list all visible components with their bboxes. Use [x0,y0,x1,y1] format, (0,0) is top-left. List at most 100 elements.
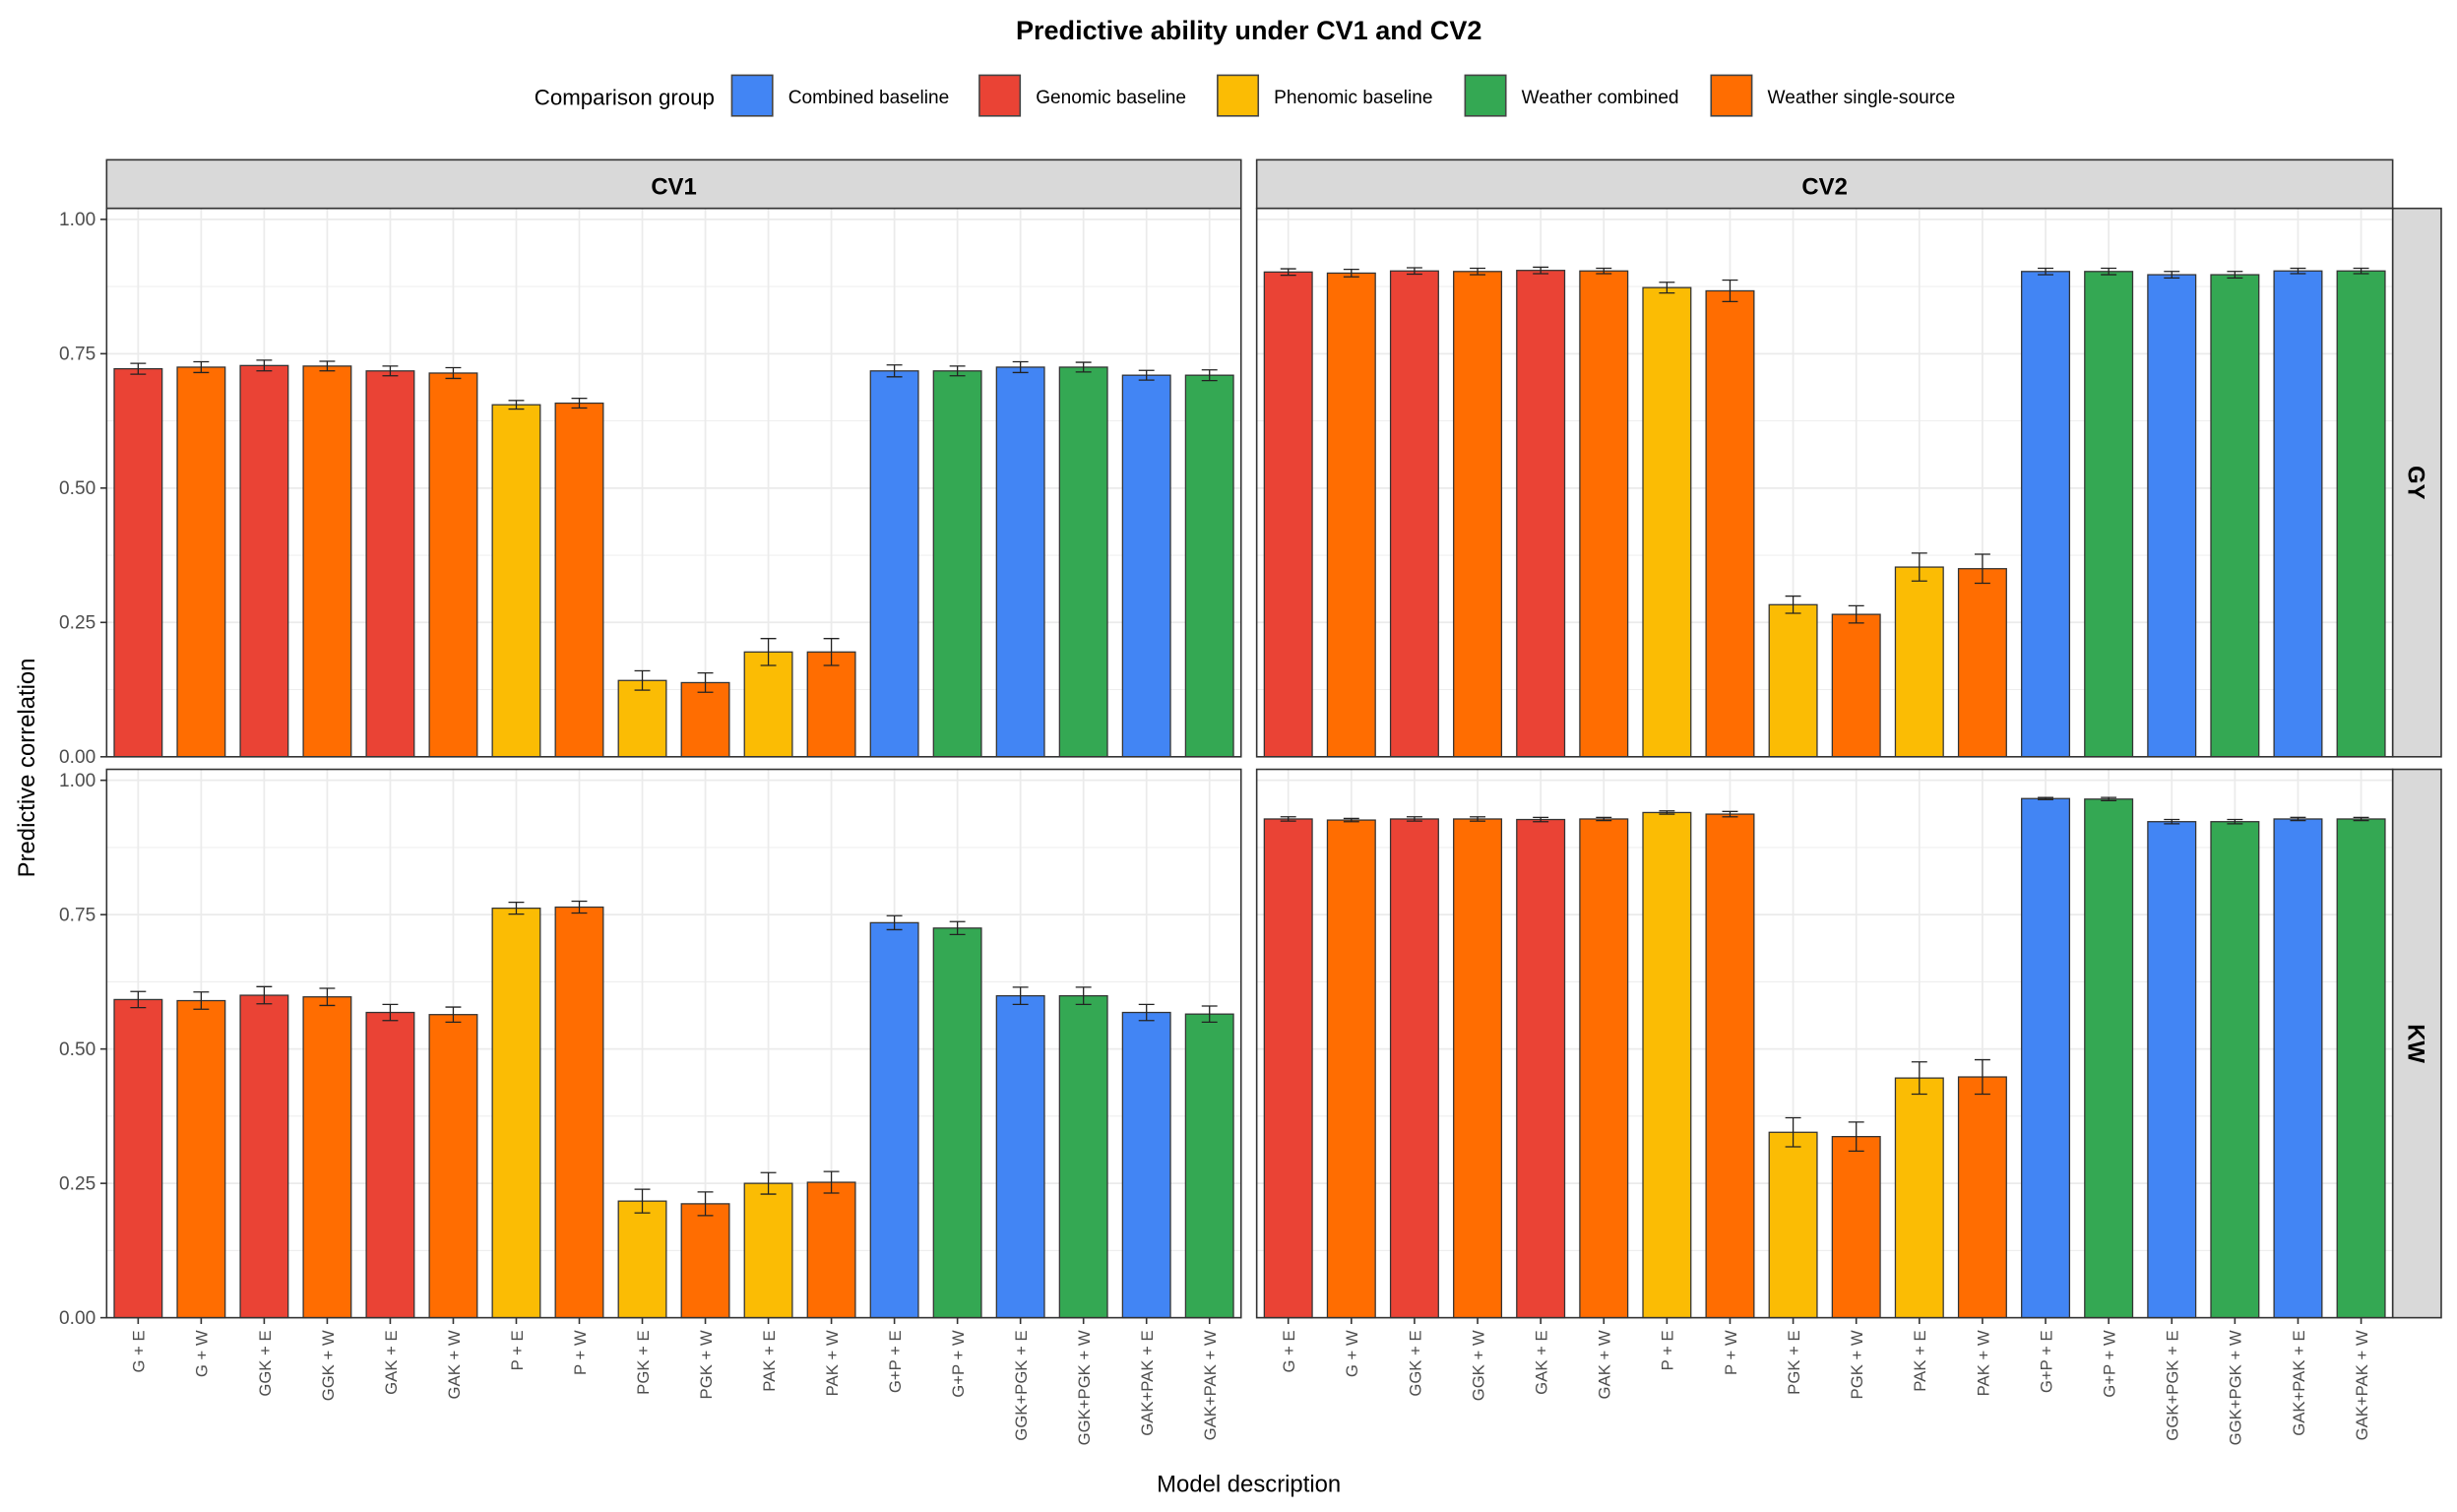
panel-border [105,207,1242,758]
panel-background [1256,208,2393,757]
bar [1768,603,1818,758]
bar [2147,274,2197,758]
bar [1642,811,1692,1319]
x-tick-label: GGK + E [1406,1330,1424,1396]
x-tick-label: GGK + W [319,1330,338,1401]
legend-label: Phenomic baseline [1274,88,1432,108]
legend-label: Combined baseline [788,88,949,108]
legend-title: Comparison group [535,86,715,110]
y-tick-label: 0.00 [59,747,95,768]
bar [1121,1011,1171,1319]
panel-GY-CV2 [1255,207,2394,758]
panel-border [1255,768,2394,1319]
chart-title: Predictive ability under CV1 and CV2 [1016,16,1481,45]
x-tick-label: GAK + E [1533,1330,1551,1394]
y-tick-label: 0.50 [59,1040,95,1060]
bar [2273,818,2323,1319]
row-strip-label: KW [2403,1024,2429,1063]
y-axis-label: Predictive correlation [14,659,40,878]
legend-swatch [978,74,1022,117]
x-tick-label: G + W [1343,1330,1361,1377]
x-tick-label: GGK + W [1469,1330,1487,1401]
bar [1831,1136,1881,1319]
bar [365,1011,415,1319]
bar [491,907,541,1319]
bar [1642,286,1692,758]
bar [302,996,352,1319]
bar [1184,374,1234,758]
bar [1453,818,1503,1319]
legend-label: Weather combined [1522,88,1679,108]
bar [2084,798,2134,1319]
x-tick-label: P + W [571,1330,590,1375]
row-strip [2391,207,2442,758]
bar [1516,270,1566,758]
x-tick-label: GAK+PAK + W [2353,1330,2371,1440]
bar [2021,797,2071,1319]
x-tick-label: GAK + W [445,1330,464,1399]
x-tick-label: PGK + E [634,1330,653,1394]
bar [680,681,730,758]
bar [932,370,982,758]
bar [1453,271,1503,758]
y-tick-label: 1.00 [59,210,95,230]
x-tick-label: PGK + E [1785,1330,1803,1394]
legend: Comparison group Combined baseline Genomi… [535,74,1956,117]
y-tick-label: 0.25 [59,1174,95,1195]
column-strip [1255,158,2394,210]
bar [1831,613,1881,758]
x-tick-label: GGK+PGK + E [2164,1330,2182,1440]
y-tick-label: 0.75 [59,906,95,926]
bar [1326,272,1376,758]
bar [932,927,982,1319]
bar [1263,271,1313,758]
panel-background [106,208,1241,757]
bar [176,366,226,758]
bar [1894,1077,1944,1319]
x-tick-label: PAK + W [823,1330,842,1396]
bar [113,998,163,1319]
x-tick-label: GAK+PAK + E [1138,1330,1157,1435]
bar [995,366,1045,758]
bar [617,1200,667,1319]
x-tick-label: GGK+PGK + W [1075,1330,1094,1445]
bar [1058,994,1108,1319]
legend-swatch [730,74,774,117]
bar [806,1181,856,1319]
column-strip-label: CV1 [651,173,696,200]
bar [239,994,289,1319]
bar [806,651,856,758]
column-strip-label: CV2 [1801,173,1847,200]
bar [2084,271,2134,758]
legend-swatch [1464,74,1507,117]
bar [1121,374,1171,758]
legend-label: Weather single-source [1768,88,1956,108]
bar [2273,270,2323,758]
bar [554,402,604,758]
bar [1957,568,2007,758]
panel-GY-CV1: 0.00 0.25 0.50 0.75 1.00 [59,207,1242,768]
panel-background [106,769,1241,1318]
panel-background [1256,769,2393,1318]
bar [1705,813,1755,1319]
bar [617,679,667,758]
x-tick-label: G + E [1280,1330,1298,1372]
row-strip-label: GY [2403,466,2429,500]
legend-label: Genomic baseline [1036,88,1186,108]
bar [743,1182,793,1319]
bar [302,365,352,758]
bar [1957,1076,2007,1319]
bar [995,994,1045,1319]
panel-border [105,768,1242,1319]
bar [176,999,226,1319]
y-tick-label: 0.00 [59,1308,95,1329]
bar [1263,818,1313,1319]
bar [2336,818,2386,1319]
x-tick-label: PAK + E [1911,1330,1929,1391]
bar [1705,289,1755,758]
x-tick-label: P + E [508,1330,527,1370]
bar [2021,271,2071,758]
bar [1389,818,1439,1319]
bar [2147,821,2197,1319]
legend-swatch [1710,74,1753,117]
